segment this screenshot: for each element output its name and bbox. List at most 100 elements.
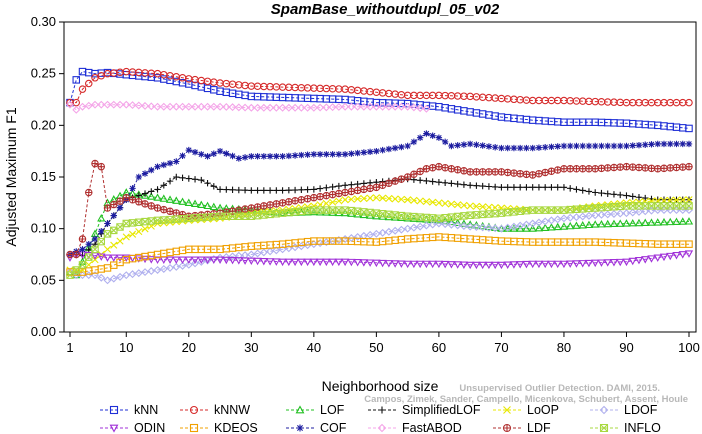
x-tick-label: 1: [66, 340, 73, 355]
data-point: [416, 104, 425, 113]
data-point: [341, 196, 349, 204]
data-point: [334, 236, 343, 245]
data-point: [341, 182, 349, 189]
data-point: [573, 142, 580, 150]
data-point: [248, 153, 255, 160]
data-point: [673, 140, 680, 148]
data-point: [303, 195, 312, 203]
data-point: [260, 187, 268, 194]
data-point: [560, 184, 568, 191]
x-tick-label: 90: [619, 340, 633, 355]
data-point: [72, 98, 81, 107]
data-point: [254, 153, 261, 160]
plot-series: [65, 67, 694, 285]
data-point: [190, 199, 200, 207]
data-point: [629, 193, 636, 200]
data-point: [259, 248, 268, 257]
data-point: [266, 153, 274, 160]
data-point: [247, 103, 256, 112]
data-point: [103, 245, 112, 253]
data-point: [379, 194, 387, 202]
data-point: [141, 170, 149, 177]
data-point: [116, 197, 124, 205]
data-point: [97, 162, 106, 171]
data-point: [72, 105, 81, 114]
data-point: [328, 190, 337, 199]
y-tick-label: 0.10: [31, 221, 56, 236]
data-point: [502, 423, 512, 433]
data-point: [372, 229, 381, 238]
data-point: [441, 164, 449, 172]
data-point: [234, 103, 243, 112]
data-point: [285, 208, 293, 217]
data-point: [447, 220, 456, 229]
data-point: [660, 202, 668, 210]
data-point: [659, 253, 669, 262]
data-point: [377, 423, 387, 433]
data-point: [354, 195, 362, 203]
data-point: [491, 203, 499, 212]
data-point: [535, 144, 543, 151]
data-point: [197, 256, 206, 264]
data-point: [209, 256, 218, 264]
data-point: [184, 102, 193, 111]
data-point: [303, 206, 312, 215]
data-point: [622, 258, 631, 267]
data-point: [223, 186, 230, 193]
data-point: [366, 194, 374, 202]
data-point: [460, 201, 468, 209]
data-point: [353, 259, 362, 267]
data-point: [609, 259, 619, 267]
data-point: [516, 221, 525, 230]
data-point: [484, 261, 494, 270]
data-point: [460, 181, 468, 188]
data-point: [366, 148, 374, 155]
data-point: [278, 245, 287, 254]
data-point: [528, 219, 537, 228]
x-tick-label: 40: [307, 340, 321, 355]
data-point: [534, 260, 544, 269]
data-point: [203, 102, 212, 111]
legend-item-ldof: LDOF: [590, 403, 658, 417]
data-point: [78, 235, 87, 243]
data-point: [609, 210, 618, 218]
data-point: [391, 226, 400, 235]
data-point: [365, 259, 375, 267]
data-point: [522, 170, 531, 178]
data-point: [154, 163, 161, 170]
data-point: [85, 261, 93, 269]
credit-line-2: Campos, Zimek, Sander, Campello, Micenko…: [364, 394, 688, 405]
data-point: [685, 98, 693, 107]
x-tick-label: 50: [369, 340, 383, 355]
data-point: [366, 102, 375, 111]
data-point: [273, 187, 280, 194]
data-point: [241, 205, 249, 213]
data-point: [222, 256, 231, 265]
data-point: [191, 259, 200, 268]
data-point: [203, 256, 212, 264]
data-point: [216, 102, 225, 111]
data-point: [641, 256, 650, 264]
data-point: [516, 207, 524, 216]
data-point: [110, 241, 118, 249]
data-point: [435, 214, 443, 223]
data-point: [599, 405, 609, 415]
data-point: [197, 102, 206, 111]
data-point: [272, 258, 281, 266]
data-point: [147, 267, 156, 276]
data-point: [148, 188, 155, 195]
data-point: [510, 208, 518, 216]
data-point: [666, 217, 675, 226]
data-point: [354, 180, 361, 188]
data-point: [410, 196, 418, 204]
data-point: [97, 100, 106, 109]
data-point: [410, 138, 418, 146]
data-point: [347, 102, 356, 111]
data-point: [422, 198, 430, 206]
data-point: [685, 124, 693, 133]
legend-label: FastABOD: [402, 421, 462, 434]
data-point: [141, 101, 150, 110]
data-point: [291, 186, 299, 194]
data-point: [329, 183, 336, 191]
legend-item-loop: LoOP: [493, 403, 559, 417]
